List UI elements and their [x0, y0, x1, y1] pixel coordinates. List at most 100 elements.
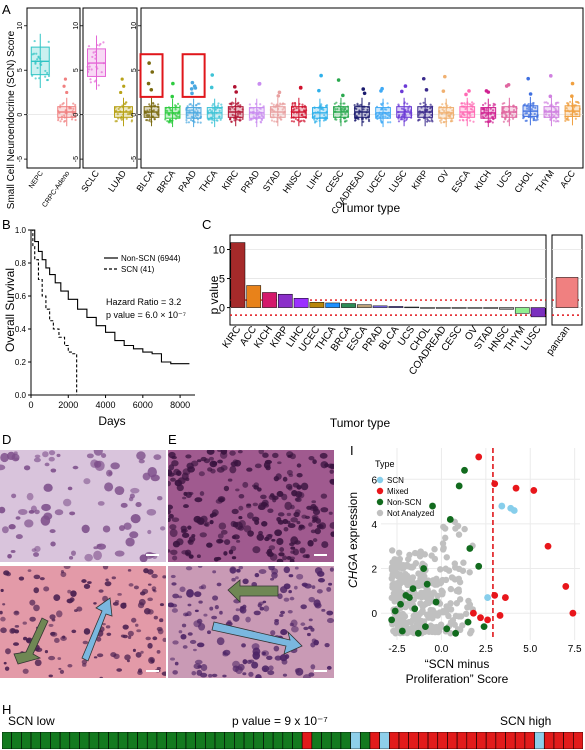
tissue-nucleus: [208, 673, 213, 678]
tissue-nucleus: [94, 460, 105, 472]
heatmap-cell: [40, 732, 51, 749]
histology-image-e: [168, 450, 334, 562]
tissue-nucleus: [235, 608, 240, 612]
tissue-nucleus: [56, 610, 63, 618]
panel-a-point: [468, 103, 471, 106]
point-non-scn: [464, 618, 472, 626]
tissue-nucleus: [198, 622, 206, 631]
tissue-nucleus: [291, 489, 298, 497]
tissue-nucleus: [83, 583, 91, 589]
tissue-nucleus: [153, 615, 158, 620]
point-not-analyzed: [423, 594, 430, 601]
tissue-nucleus: [111, 576, 116, 580]
tissue-nucleus: [296, 485, 302, 490]
point-non-scn: [402, 591, 410, 599]
tissue-nucleus: [168, 602, 175, 608]
panel-a-point: [404, 108, 407, 112]
heatmap-cell: [437, 732, 448, 749]
panel-c-bar-HNSC: [499, 307, 514, 310]
tissue-nucleus: [185, 454, 192, 459]
tissue-nucleus: [110, 462, 120, 470]
panel-i-xtick-label-1: 0.0: [434, 644, 448, 655]
tissue-nucleus: [185, 477, 190, 482]
tissue-nucleus: [194, 659, 203, 665]
panel-c-ytick-label-1: 0: [219, 303, 225, 315]
panel-a-point: [166, 119, 169, 123]
panel-a-point: [298, 120, 302, 123]
panel-a-xtick-label-CRPC-Adeno: CRPC-Adeno: [41, 170, 71, 209]
point-non-scn: [443, 625, 451, 633]
tissue-nucleus: [168, 517, 171, 522]
panel-a-point: [290, 120, 294, 123]
panel-b-xtick-label-3: 6000: [133, 400, 153, 410]
panel-a-point: [61, 103, 64, 106]
tissue-nucleus: [152, 589, 156, 592]
panel-a-outlier: [257, 82, 262, 86]
panel-a-point: [153, 118, 156, 121]
tissue-nucleus: [306, 632, 311, 637]
panel-a-point: [524, 119, 527, 122]
panel-a-point: [506, 120, 509, 123]
tissue-nucleus: [0, 506, 6, 514]
legend-dot-mixed: [376, 487, 384, 495]
panel-a-point: [89, 81, 92, 84]
panel-a-outlier: [170, 94, 175, 99]
panel-a-point: [426, 119, 430, 122]
panel-a-outlier: [319, 73, 323, 78]
panel-letter-b: B: [2, 217, 11, 232]
panel-a-point: [417, 118, 420, 121]
arrow-blue-f: [81, 597, 113, 662]
point-not-analyzed: [455, 613, 463, 620]
panel-a-outlier: [528, 92, 533, 96]
panel-b-ylabel: Overall Survival: [3, 268, 17, 352]
tissue-nucleus: [198, 600, 203, 604]
panel-a-outlier: [120, 77, 124, 81]
point-not-analyzed: [439, 540, 447, 547]
tissue-nucleus: [193, 648, 197, 652]
tissue-nucleus: [172, 593, 179, 599]
tissue-nucleus: [274, 655, 282, 661]
point-not-analyzed: [391, 580, 399, 587]
tissue-nucleus: [327, 463, 334, 469]
point-not-analyzed: [423, 611, 431, 618]
tissue-nucleus: [147, 466, 157, 478]
tissue-nucleus: [27, 569, 32, 572]
tissue-nucleus: [274, 618, 279, 622]
tissue-nucleus: [97, 501, 105, 506]
panel-a-point: [124, 102, 127, 106]
tissue-nucleus: [17, 508, 28, 516]
tissue-nucleus: [170, 477, 176, 482]
ylabel-gene: CHGA: [346, 553, 360, 588]
panel-a-outlier: [341, 93, 345, 98]
panel-i-xtick-label-4: 7.5: [568, 644, 582, 655]
panel-a-point: [543, 101, 546, 104]
tissue-nucleus: [7, 553, 12, 559]
tissue-nucleus: [264, 459, 272, 465]
tissue-nucleus: [223, 551, 228, 556]
scale-bar: [314, 670, 327, 672]
panel-a-point: [296, 119, 299, 122]
tissue-nucleus: [147, 642, 153, 649]
heatmap-cell: [224, 732, 235, 749]
tissue-nucleus: [283, 597, 290, 602]
panel-a-point: [291, 101, 294, 105]
point-non-scn: [391, 607, 399, 615]
panel-a-point: [322, 108, 325, 111]
tissue-nucleus: [137, 668, 143, 673]
panel-a-point: [239, 112, 242, 115]
panel-a-point: [174, 108, 177, 111]
heatmap-cell: [369, 732, 380, 749]
panel-i-ytick-label-3: 6: [371, 475, 377, 486]
panel-a-point: [194, 114, 197, 118]
panel-a-highlight-BLCA: [139, 53, 164, 98]
panel-a-point: [174, 104, 177, 107]
tissue-nucleus: [196, 517, 205, 525]
tissue-nucleus: [152, 636, 158, 641]
tissue-nucleus: [265, 465, 271, 471]
tissue-nucleus: [93, 550, 102, 561]
scale-bar: [146, 670, 159, 672]
panel-a-point: [295, 107, 298, 110]
panel-a-point: [125, 117, 128, 120]
point-not-analyzed: [396, 587, 403, 595]
panel-a-point: [148, 114, 151, 117]
